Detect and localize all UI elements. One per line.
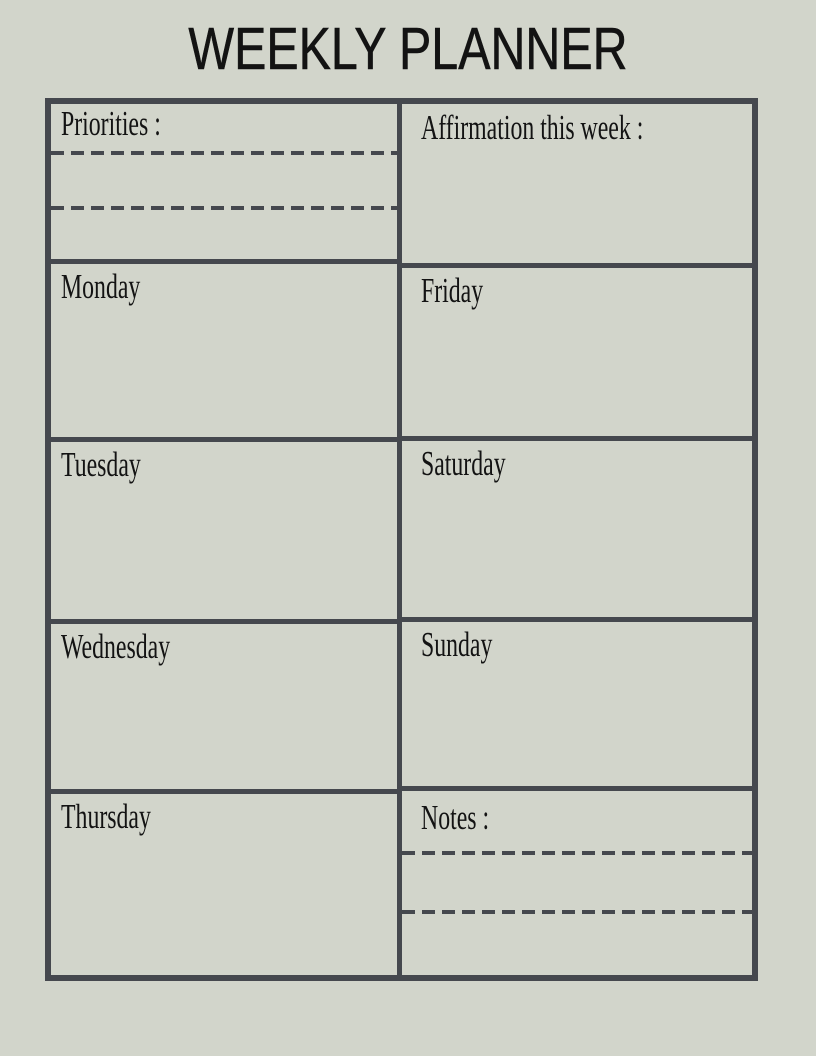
priorities-cell: Priorities :	[51, 104, 397, 264]
tuesday-cell: Tuesday	[51, 442, 397, 624]
thursday-cell: Thursday	[51, 794, 397, 975]
affirmation-cell: Affirmation this week :	[402, 104, 752, 268]
wednesday-label: Wednesday	[61, 627, 171, 666]
notes-writing-line-2	[402, 910, 752, 914]
planner-right-column: Affirmation this week : Friday Saturday …	[402, 98, 758, 981]
monday-cell: Monday	[51, 264, 397, 442]
priorities-label: Priorities :	[61, 104, 161, 143]
wednesday-cell: Wednesday	[51, 624, 397, 794]
sunday-label: Sunday	[421, 625, 493, 664]
page-title: WEEKLY PLANNER	[188, 16, 628, 82]
thursday-label: Thursday	[61, 797, 151, 836]
affirmation-label: Affirmation this week :	[421, 108, 644, 147]
notes-cell: Notes :	[402, 791, 752, 975]
notes-label: Notes :	[421, 798, 490, 837]
monday-label: Monday	[61, 267, 141, 306]
priorities-writing-line-2	[51, 206, 397, 210]
saturday-label: Saturday	[421, 444, 506, 483]
tuesday-label: Tuesday	[61, 445, 141, 484]
priorities-writing-line-1	[51, 151, 397, 155]
planner-left-column: Priorities : Monday Tuesday Wednesday Th…	[45, 98, 402, 981]
planner-grid: Priorities : Monday Tuesday Wednesday Th…	[45, 98, 758, 981]
notes-writing-line-1	[402, 851, 752, 855]
friday-cell: Friday	[402, 268, 752, 441]
saturday-cell: Saturday	[402, 441, 752, 622]
sunday-cell: Sunday	[402, 622, 752, 791]
friday-label: Friday	[421, 271, 484, 310]
